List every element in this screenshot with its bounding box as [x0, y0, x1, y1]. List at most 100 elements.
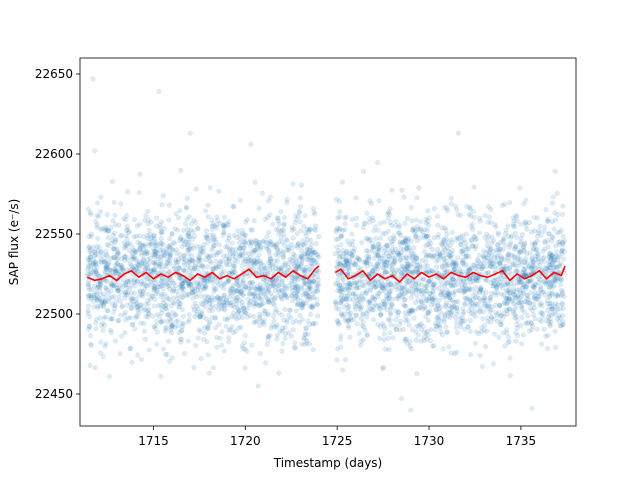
data-point: [469, 301, 475, 307]
data-point: [498, 291, 505, 297]
data-point: [125, 257, 131, 263]
data-point: [135, 304, 141, 310]
data-point: [216, 250, 222, 256]
data-point: [301, 335, 307, 341]
data-point: [559, 300, 565, 306]
data-point: [538, 258, 544, 264]
data-point: [193, 291, 199, 297]
data-point: [291, 290, 297, 296]
data-point: [134, 301, 140, 307]
data-point: [166, 202, 172, 208]
data-point: [487, 309, 493, 315]
data-point: [164, 306, 170, 312]
data-point: [542, 240, 548, 246]
data-point: [168, 303, 174, 309]
data-point: [263, 265, 269, 271]
data-point: [146, 242, 152, 249]
data-point: [421, 337, 427, 343]
data-point: [463, 296, 469, 302]
data-point: [295, 277, 301, 283]
data-point: [279, 265, 285, 271]
data-point: [559, 211, 566, 217]
data-point: [278, 209, 284, 215]
data-point: [128, 301, 134, 307]
data-point: [256, 205, 262, 211]
data-point: [545, 218, 551, 224]
data-point: [446, 290, 453, 296]
data-point: [178, 301, 184, 307]
data-point: [257, 322, 263, 329]
data-point: [406, 308, 412, 314]
data-point: [108, 224, 114, 230]
data-point: [310, 206, 316, 212]
data-point: [229, 314, 235, 320]
data-point: [169, 279, 176, 285]
data-point: [160, 286, 166, 292]
data-point: [266, 297, 272, 303]
data-point: [246, 257, 253, 263]
data-point: [432, 326, 438, 333]
data-point: [219, 329, 225, 335]
data-point: [184, 195, 190, 201]
data-point: [302, 213, 308, 219]
data-point: [241, 340, 248, 346]
data-point: [125, 278, 131, 284]
data-point: [242, 258, 248, 264]
data-point: [135, 307, 141, 313]
data-point: [371, 243, 377, 249]
data-point: [312, 211, 318, 217]
data-point: [410, 270, 416, 276]
data-point: [215, 294, 221, 300]
data-point: [109, 283, 115, 289]
data-point: [166, 269, 172, 275]
data-point: [146, 306, 152, 313]
data-point: [269, 322, 276, 328]
data-point: [181, 256, 187, 262]
data-point: [169, 330, 175, 336]
data-point: [144, 235, 150, 241]
data-point: [139, 252, 145, 258]
data-point: [149, 293, 155, 299]
data-point: [252, 292, 258, 299]
data-point: [229, 323, 235, 330]
data-point: [194, 303, 200, 309]
data-point: [163, 351, 169, 358]
data-point: [135, 278, 141, 284]
data-point: [127, 346, 133, 352]
data-point: [274, 322, 280, 328]
data-point: [403, 336, 409, 342]
data-point: [159, 291, 165, 297]
data-point: [446, 344, 452, 350]
data-point: [546, 290, 552, 296]
data-point: [405, 318, 411, 324]
data-point: [442, 304, 448, 310]
data-point: [487, 297, 493, 303]
data-point: [179, 307, 185, 313]
data-point: [90, 298, 96, 304]
data-point: [182, 262, 188, 268]
data-point: [136, 221, 143, 227]
data-point: [314, 296, 320, 302]
data-point: [114, 298, 120, 304]
data-point: [279, 328, 285, 334]
data-point: [224, 260, 230, 266]
data-point: [159, 202, 165, 208]
data-point: [390, 296, 396, 302]
data-point: [87, 254, 93, 260]
data-point: [414, 323, 420, 329]
data-point: [532, 240, 538, 246]
data-point: [350, 238, 356, 244]
data-point: [116, 250, 122, 256]
data-point: [368, 285, 374, 291]
data-point: [133, 257, 140, 263]
data-point: [112, 239, 118, 246]
data-point: [304, 247, 311, 253]
data-point: [378, 312, 384, 318]
data-point: [257, 247, 263, 253]
data-point: [175, 323, 181, 329]
data-point: [157, 263, 163, 269]
data-point: [307, 322, 313, 328]
data-point: [115, 288, 121, 294]
data-point: [554, 315, 560, 321]
data-point: [399, 187, 405, 193]
